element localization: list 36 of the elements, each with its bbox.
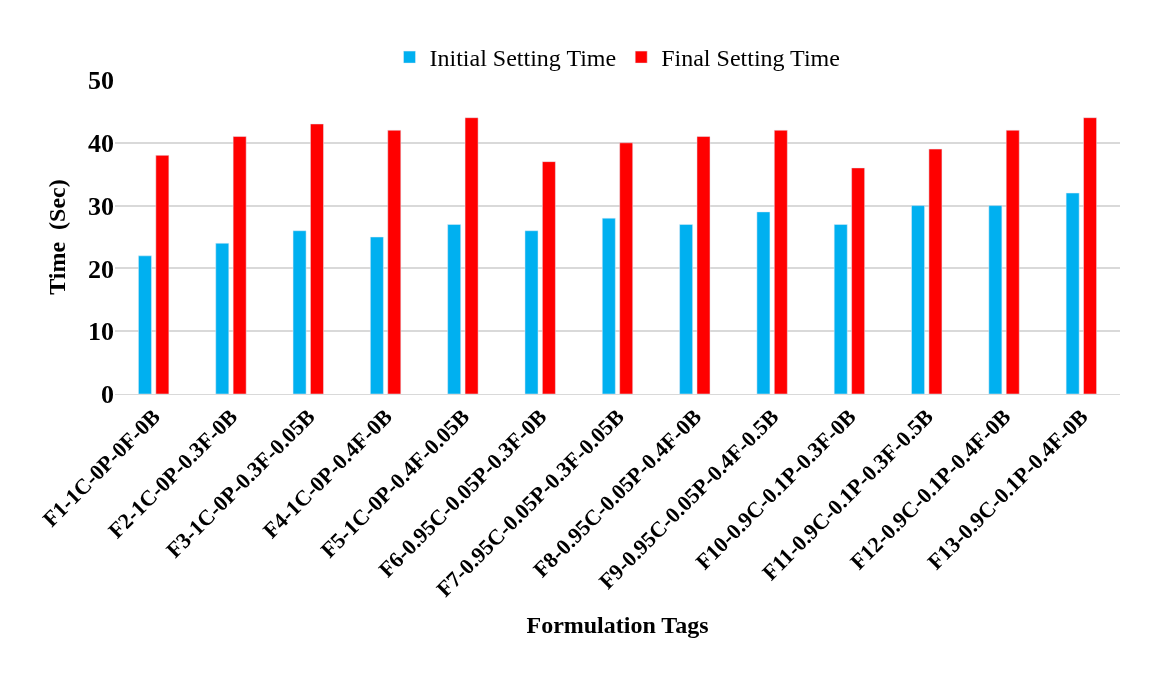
bar — [911, 205, 925, 394]
bar — [542, 161, 556, 394]
x-axis-title: Formulation Tags — [526, 611, 709, 638]
bar — [619, 142, 633, 394]
bar — [696, 136, 711, 394]
y-tick-label: 40 — [88, 128, 114, 158]
bar — [447, 224, 461, 394]
bar — [928, 148, 943, 394]
bar — [370, 236, 384, 394]
bar — [138, 255, 152, 394]
bar — [155, 155, 170, 394]
bar — [215, 243, 230, 394]
y-tick-label: 0 — [101, 380, 114, 410]
bar — [232, 136, 247, 394]
bar — [524, 230, 539, 394]
y-tick-label: 20 — [88, 254, 114, 284]
y-tick-label: 30 — [88, 191, 114, 221]
bar — [1005, 129, 1020, 394]
bar — [387, 129, 402, 394]
legend-label: Initial Setting Time — [429, 45, 617, 72]
y-tick-label: 50 — [88, 66, 114, 96]
bar — [833, 224, 848, 394]
bar — [679, 224, 693, 394]
bar — [774, 129, 788, 394]
bar — [464, 117, 479, 394]
bar — [756, 211, 771, 394]
y-tick-label: 10 — [88, 317, 114, 347]
bar — [1083, 117, 1097, 394]
bar — [310, 123, 324, 394]
bar — [1065, 192, 1080, 394]
bar — [988, 205, 1003, 394]
bar — [851, 167, 865, 394]
bar — [602, 217, 616, 394]
bar — [292, 230, 307, 394]
legend-label: Final Setting Time — [661, 45, 840, 72]
y-axis-title: Time (Sec) — [44, 179, 71, 295]
